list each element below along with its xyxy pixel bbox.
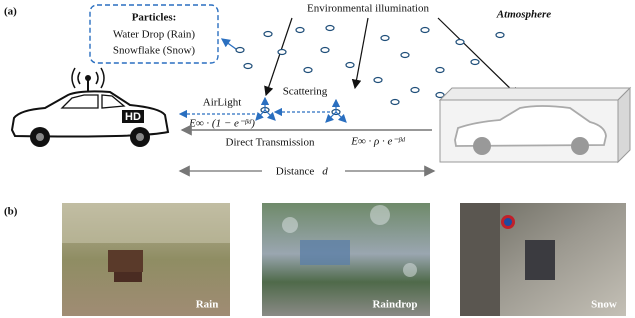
hd-badge: HD xyxy=(125,111,141,123)
panel-label: (b) xyxy=(4,206,18,218)
particle-item: Water Drop (Rain) xyxy=(113,29,196,41)
direct-formula: E∞ · ρ · e⁻ᵝᵈ xyxy=(350,136,405,148)
image-caption: Rain xyxy=(196,299,219,311)
particle-item: Snowflake (Snow) xyxy=(113,45,196,57)
ego-car: HD xyxy=(12,68,168,147)
image-caption: Raindrop xyxy=(372,299,417,311)
image-caption: Snow xyxy=(591,299,617,311)
distance-symbol: d xyxy=(322,166,328,178)
scattering-label: Scattering xyxy=(283,86,328,98)
illumination-label: Environmental illumination xyxy=(307,3,429,15)
airlight-label: AirLight xyxy=(203,97,242,109)
airlight-formula: E∞ · (1 − e⁻ᵝᵈ) xyxy=(188,118,255,130)
pointer xyxy=(222,39,236,49)
distance-label: Distance xyxy=(276,166,315,178)
figure: (a) Particles: Water Drop (Rain) Snowfla… xyxy=(0,0,635,318)
panel-label: (a) xyxy=(4,6,17,18)
direct-label: Direct Transmission xyxy=(226,137,315,149)
particles-title: Particles: xyxy=(132,12,177,24)
atmosphere-label: Atmosphere xyxy=(496,9,552,21)
target-car-box xyxy=(440,88,630,162)
